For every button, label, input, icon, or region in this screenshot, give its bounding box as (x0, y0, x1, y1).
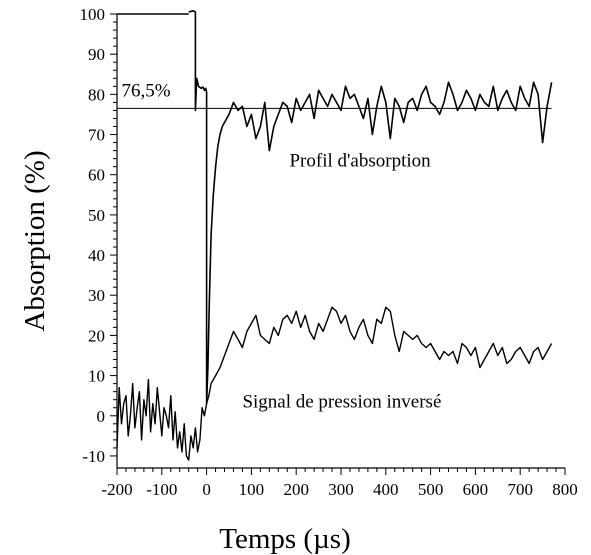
y-tick-label: 60 (88, 166, 105, 185)
y-tick-label: 100 (80, 5, 106, 24)
y-tick-label: 80 (88, 85, 105, 104)
ticks (110, 13, 566, 475)
x-tick-label: -100 (146, 480, 177, 499)
series-line (188, 10, 553, 405)
marks (116, 10, 553, 461)
x-tick-label: 400 (373, 480, 399, 499)
x-tick-label: 600 (463, 480, 489, 499)
annotation-label: 76,5% (121, 80, 170, 101)
x-tick-label: 0 (202, 480, 211, 499)
labels: -200 -100 0 100 200 300 400 500 600 700 800-100102… (19, 5, 578, 555)
x-tick-label: 300 (328, 480, 354, 499)
y-tick-label: 90 (88, 45, 105, 64)
y-tick-label: 40 (88, 246, 105, 265)
annotation-label: Signal de pression inversé (242, 392, 441, 413)
x-tick-label: -200 (101, 480, 132, 499)
x-tick-label: 700 (507, 480, 533, 499)
x-tick-label: 800 (552, 480, 578, 499)
x-tick-label: 200 (283, 480, 309, 499)
x-tick-label: 100 (239, 480, 265, 499)
y-tick-label: 50 (88, 206, 105, 225)
y-tick-label: 30 (88, 286, 105, 305)
y-tick-label: 70 (88, 126, 105, 145)
annotation-label: Profil d'absorption (289, 151, 431, 172)
y-tick-label: 10 (88, 367, 105, 386)
y-tick-label: 0 (97, 407, 106, 426)
y-tick-label: 20 (88, 326, 105, 345)
series-line (116, 306, 553, 461)
x-axis-title: Temps (µs) (219, 523, 350, 555)
y-axis-title: Absorption (%) (19, 150, 51, 331)
x-tick-label: 500 (418, 480, 444, 499)
y-tick-label: -10 (82, 447, 105, 466)
